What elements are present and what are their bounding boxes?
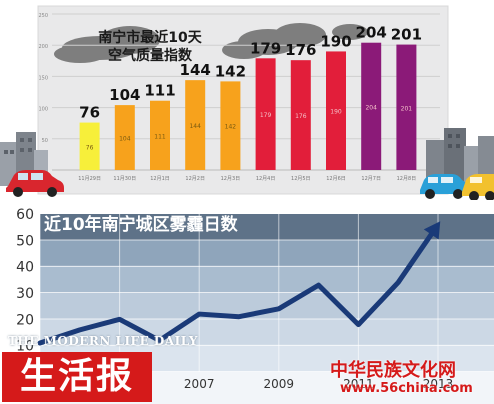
- bar-inner-label: 111: [154, 133, 166, 140]
- bar: [326, 51, 346, 170]
- bar-y-tick-label: 150: [38, 75, 48, 81]
- line-y-tick-label: 10: [16, 339, 34, 355]
- line-y-tick-label: 30: [16, 286, 34, 302]
- line-arrow-head: [423, 221, 441, 240]
- bar-x-tick-label: 12月3日: [221, 176, 241, 182]
- bar-value-label: 179: [250, 39, 281, 57]
- bar-x-tick-label: 12月2日: [185, 176, 205, 182]
- line-x-tick-label: 2011: [343, 377, 374, 391]
- bar: [290, 60, 311, 171]
- masthead-english: THE MODERN LIFE DAILY: [8, 334, 198, 348]
- watermark-chinese: 中华民族文化网: [330, 360, 456, 381]
- bar-inner-label: 142: [225, 124, 237, 131]
- bar-inner-labels: 76 104 111 144 142 179 176 190 204 201: [86, 104, 413, 151]
- bar: [255, 58, 276, 170]
- car-yellow-icon: [462, 174, 494, 200]
- bar-inner-label: 76: [86, 144, 94, 151]
- bar: [185, 80, 206, 170]
- bar-value-label: 201: [391, 26, 422, 44]
- bar-x-tick-label: 12月4日: [256, 176, 276, 182]
- line-x-tick-label: 2009: [264, 377, 295, 391]
- line-grid-band: [40, 293, 494, 320]
- bar: [396, 44, 417, 170]
- line-grid-band: [40, 319, 494, 346]
- bar-chart-title-line-1: 南宁市最近10天: [98, 29, 202, 46]
- line-grid-band: [40, 266, 494, 293]
- bar: [150, 100, 170, 170]
- bar-x-tick-label: 12月1日: [150, 176, 170, 182]
- masthead-logo: 生活报: [2, 352, 152, 402]
- smog-days-line-chart: 0102030405060 200320052007200920112013 近…: [16, 207, 494, 404]
- bar-y-tick-label: 50: [42, 138, 48, 144]
- bar-x-tick-label: 11月30日: [113, 176, 136, 182]
- bar-value-label: 142: [215, 62, 246, 80]
- line-y-tick-label: 50: [16, 233, 34, 249]
- bar-x-tick-label: 12月5日: [291, 176, 311, 182]
- bar-x-tick-label: 12月8日: [397, 176, 417, 182]
- car-blue-icon: [420, 174, 468, 199]
- bar-value-label: 204: [356, 24, 387, 42]
- bar-value-label: 190: [320, 32, 351, 50]
- bar: [220, 81, 241, 170]
- bar-value-label: 76: [79, 104, 100, 122]
- line-grid-bands: [39, 214, 494, 404]
- line-x-tick-label: 2013: [423, 377, 454, 391]
- bar-y-tick-label: 100: [38, 107, 48, 113]
- bar-inner-label: 176: [295, 113, 307, 120]
- car-red-icon: [6, 170, 64, 197]
- line-points: [39, 224, 439, 344]
- line-grid-band: [40, 214, 494, 241]
- line-x-tick-label: 2007: [184, 377, 215, 391]
- line-y-tick-label: 20: [16, 312, 34, 328]
- bar-series: [79, 42, 417, 171]
- bar-x-tick-label: 11月29日: [78, 176, 101, 182]
- bar-value-label: 176: [285, 41, 316, 59]
- bar: [79, 122, 100, 170]
- bar-y-ticks: 250 200 150 100 50: [38, 13, 48, 144]
- bar-y-tick-label: 250: [38, 13, 48, 19]
- bar-x-ticks: 11月29日 11月30日 12月1日 12月2日 12月3日 12月4日 12月5日 12月…: [78, 176, 416, 182]
- bar-x-tick-label: 12月6日: [326, 176, 346, 182]
- line-chart-title: 近10年南宁城区雾霾日数: [44, 214, 239, 235]
- bar: [361, 42, 382, 171]
- bar-value-label: 104: [109, 86, 140, 104]
- bar-inner-label: 204: [365, 104, 377, 111]
- bar: [114, 105, 135, 170]
- bar-chart-title-line-2: 空气质量指数: [108, 47, 193, 64]
- bar-value-label: 144: [180, 61, 211, 79]
- watermark-url: www.56china.com: [340, 381, 473, 396]
- line-y-tick-label: 40: [16, 260, 34, 276]
- line-y-ticks: 0102030405060: [16, 207, 34, 381]
- bar-y-tick-label: 200: [38, 44, 48, 50]
- bar-x-tick-label: 12月7日: [361, 176, 381, 182]
- bar-inner-label: 179: [260, 112, 272, 119]
- bar-inner-label: 104: [119, 136, 131, 143]
- line-y-tick-label: 60: [16, 207, 34, 223]
- bar-inner-label: 144: [189, 123, 201, 130]
- bar-inner-label: 201: [401, 105, 413, 112]
- bar-inner-label: 190: [330, 109, 342, 116]
- bar-value-label: 111: [144, 82, 175, 100]
